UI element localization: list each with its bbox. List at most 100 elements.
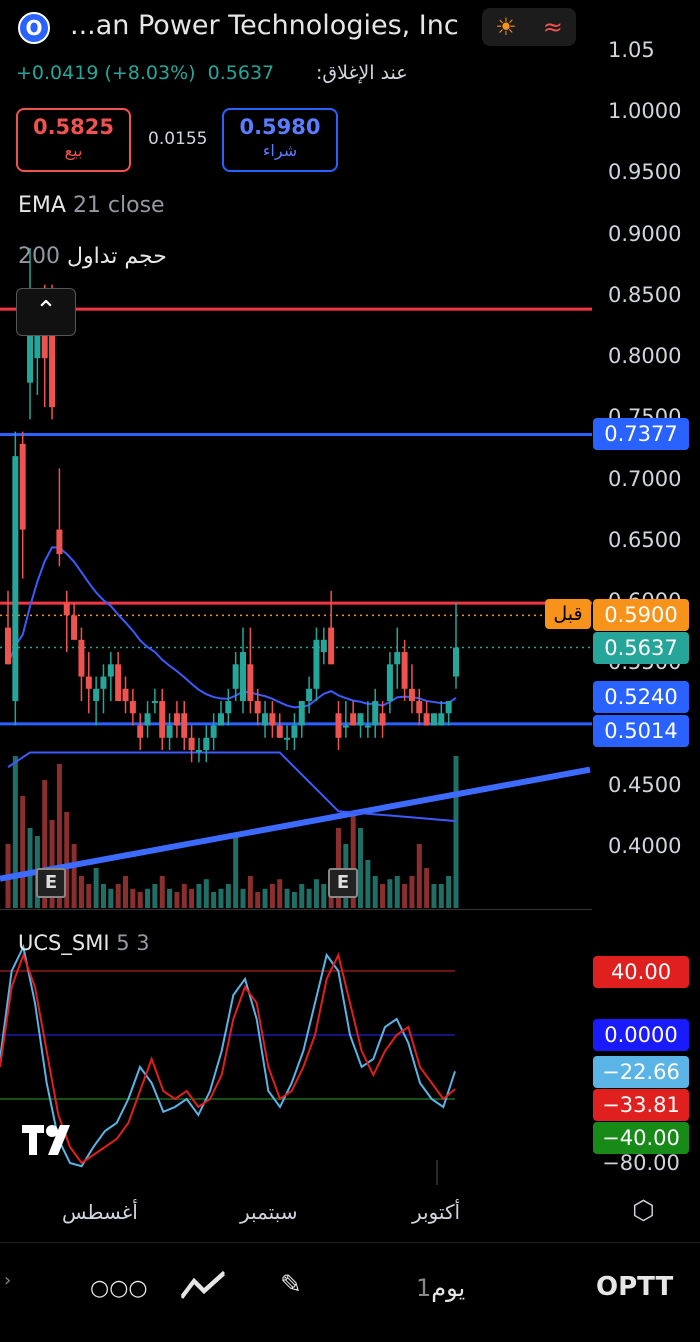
candle-body: [34, 333, 41, 359]
volume-bar: [262, 888, 268, 908]
volume-bar: [174, 892, 180, 908]
candle-body: [173, 713, 180, 726]
pencil-icon[interactable]: ✎: [280, 1270, 302, 1300]
candle-body: [166, 725, 173, 738]
candle-body: [188, 737, 195, 751]
volume-bar: [12, 756, 18, 908]
price-lines: [0, 307, 592, 882]
close-value: 0.5637: [207, 62, 275, 84]
volume-bar: [108, 888, 114, 908]
volume-bar: [64, 812, 70, 908]
volume-bar: [409, 876, 415, 908]
candle-body: [357, 713, 364, 726]
volume-bar: [123, 876, 129, 908]
volume-bar: [86, 884, 92, 908]
smi-tag: 40.00: [593, 956, 689, 988]
smi-indicator: [0, 943, 456, 1185]
volume-bar: [56, 764, 62, 908]
candle-body: [203, 737, 210, 751]
settings-icon[interactable]: ⬡: [632, 1196, 655, 1226]
before-market-tag: قبل: [545, 599, 591, 629]
candle-body: [298, 701, 305, 726]
candle-body: [85, 676, 92, 689]
candle-body: [78, 639, 85, 677]
volume-bar: [358, 828, 364, 908]
candle-body: [115, 664, 122, 702]
time-label-august: أغسطس: [62, 1200, 138, 1224]
ema-legend[interactable]: EMA 21 close: [18, 193, 165, 218]
volume-bars: [5, 756, 459, 908]
volume-bar: [233, 836, 239, 908]
price-tick-label: 0.9000: [608, 221, 682, 246]
volume-bar: [130, 888, 136, 908]
more-icon[interactable]: ○○○: [90, 1276, 148, 1301]
candle-body: [5, 627, 11, 665]
candle-body: [19, 443, 26, 530]
interval-button[interactable]: يوم1: [416, 1274, 466, 1302]
symbol-logo: O: [18, 12, 50, 44]
collapse-legend-button[interactable]: ⌃: [16, 288, 76, 336]
candle-body: [225, 701, 232, 714]
chevron-up-icon: ⌃: [35, 296, 57, 326]
price-change: +0.0419 (+8.03%) 0.5637: [16, 62, 275, 84]
smi-tag: −22.66: [593, 1056, 689, 1088]
smi-tag: 0.0000: [593, 1019, 689, 1051]
volume-bar: [424, 868, 430, 908]
candle-body: [342, 725, 349, 728]
volume-bar: [394, 876, 400, 908]
pane-divider[interactable]: [0, 909, 592, 910]
candle-body: [71, 615, 78, 640]
volume-bar: [240, 888, 246, 908]
candle-body: [408, 688, 415, 702]
buy-button[interactable]: 0.5980 شراء: [222, 108, 338, 172]
price-tag: 0.5240: [593, 681, 689, 713]
price-tag: 0.7377: [593, 418, 689, 450]
volume-bar: [159, 876, 165, 908]
earnings-marker[interactable]: E: [328, 868, 358, 898]
candle-body: [247, 664, 254, 702]
volume-bar: [284, 888, 290, 908]
candle-body: [12, 456, 19, 702]
price-tick-label: 0.8000: [608, 344, 682, 369]
candle-body: [93, 688, 100, 702]
price-tick-label: 0.7000: [608, 466, 682, 491]
candle-body: [262, 713, 269, 726]
trend-line: [0, 766, 591, 882]
candle-body: [453, 647, 459, 677]
candles: [5, 247, 459, 763]
smi-tag: −40.00: [593, 1122, 689, 1154]
candle-body: [254, 701, 261, 714]
volume-bar: [277, 879, 283, 908]
volume-bar: [380, 884, 386, 908]
drawing-tools-icon[interactable]: [180, 1270, 228, 1307]
volume-bar: [71, 844, 77, 908]
volume-legend[interactable]: 200 حجم تداول: [18, 244, 167, 269]
sell-label: بيع: [64, 141, 83, 160]
candle-body: [401, 652, 408, 689]
volume-bar: [387, 879, 393, 908]
candle-body: [320, 639, 327, 653]
symbol-button[interactable]: OPTT: [596, 1272, 674, 1302]
earnings-marker[interactable]: E: [36, 868, 66, 898]
price-tag: 0.5900: [593, 599, 689, 631]
status-icons[interactable]: ☀ ≈: [482, 8, 576, 46]
volume-bar: [145, 888, 151, 908]
candle-body: [386, 664, 393, 702]
volume-bar: [27, 828, 33, 908]
candle-body: [240, 652, 247, 702]
chevron-right-icon[interactable]: ›: [4, 1270, 12, 1291]
candle-body: [291, 725, 298, 738]
long-ma-line: [7, 751, 457, 823]
volume-bar: [49, 820, 55, 908]
sun-icon: ☀: [495, 13, 517, 41]
candle-body: [276, 725, 283, 738]
volume-bar: [137, 892, 143, 908]
smi-legend[interactable]: UCS_SMI 5 3: [18, 931, 150, 955]
spread-value: 0.0155: [148, 129, 208, 149]
volume-bar: [321, 884, 327, 908]
candle-body: [423, 713, 430, 726]
sell-price: 0.5825: [32, 115, 115, 139]
symbol-title[interactable]: ...an Power Technologies, Inc: [70, 10, 459, 41]
sell-button[interactable]: 0.5825 بيع: [16, 108, 131, 172]
